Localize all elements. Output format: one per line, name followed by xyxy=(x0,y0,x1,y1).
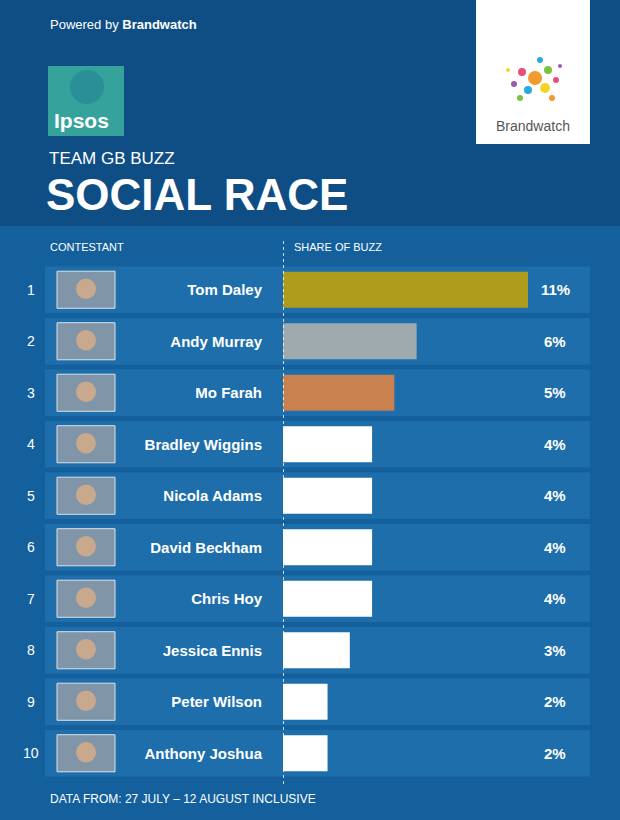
svg-text:CONTESTANT: CONTESTANT xyxy=(50,241,124,253)
svg-text:4%: 4% xyxy=(544,590,566,607)
svg-text:Powered by Brandwatch: Powered by Brandwatch xyxy=(50,17,197,32)
svg-text:4: 4 xyxy=(27,436,35,452)
svg-text:Bradley Wiggins: Bradley Wiggins xyxy=(145,436,262,453)
svg-text:Nicola Adams: Nicola Adams xyxy=(163,487,262,504)
svg-text:2%: 2% xyxy=(544,693,566,710)
svg-text:Jessica Ennis: Jessica Ennis xyxy=(163,642,262,659)
svg-text:Mo Farah: Mo Farah xyxy=(195,384,262,401)
svg-text:3%: 3% xyxy=(544,642,566,659)
svg-text:8: 8 xyxy=(27,642,35,658)
svg-text:9: 9 xyxy=(27,694,35,710)
svg-text:Anthony Joshua: Anthony Joshua xyxy=(144,745,262,762)
svg-text:SOCIAL RACE: SOCIAL RACE xyxy=(46,170,348,219)
svg-text:10: 10 xyxy=(23,745,39,761)
svg-text:Peter Wilson: Peter Wilson xyxy=(171,693,262,710)
svg-text:Chris Hoy: Chris Hoy xyxy=(191,590,263,607)
svg-text:2%: 2% xyxy=(544,745,566,762)
svg-text:5: 5 xyxy=(27,488,35,504)
svg-text:Brandwatch: Brandwatch xyxy=(496,118,570,134)
svg-text:Ipsos: Ipsos xyxy=(54,109,109,132)
svg-text:6%: 6% xyxy=(544,333,566,350)
svg-text:1: 1 xyxy=(27,282,35,298)
svg-text:TEAM GB BUZZ: TEAM GB BUZZ xyxy=(49,149,175,168)
svg-text:2: 2 xyxy=(27,333,35,349)
svg-text:4%: 4% xyxy=(544,487,566,504)
svg-text:4%: 4% xyxy=(544,539,566,556)
svg-text:David Beckham: David Beckham xyxy=(150,539,262,556)
svg-text:6: 6 xyxy=(27,539,35,555)
svg-text:Andy Murray: Andy Murray xyxy=(170,333,262,350)
svg-text:3: 3 xyxy=(27,385,35,401)
svg-text:Tom Daley: Tom Daley xyxy=(187,281,262,298)
svg-text:7: 7 xyxy=(27,591,35,607)
svg-text:5%: 5% xyxy=(544,384,566,401)
svg-text:DATA FROM: 27 JULY – 12 AUGUST: DATA FROM: 27 JULY – 12 AUGUST INCLUSIVE xyxy=(50,792,316,806)
svg-text:SHARE OF BUZZ: SHARE OF BUZZ xyxy=(294,241,382,253)
svg-text:11%: 11% xyxy=(541,281,570,298)
svg-text:4%: 4% xyxy=(544,436,566,453)
